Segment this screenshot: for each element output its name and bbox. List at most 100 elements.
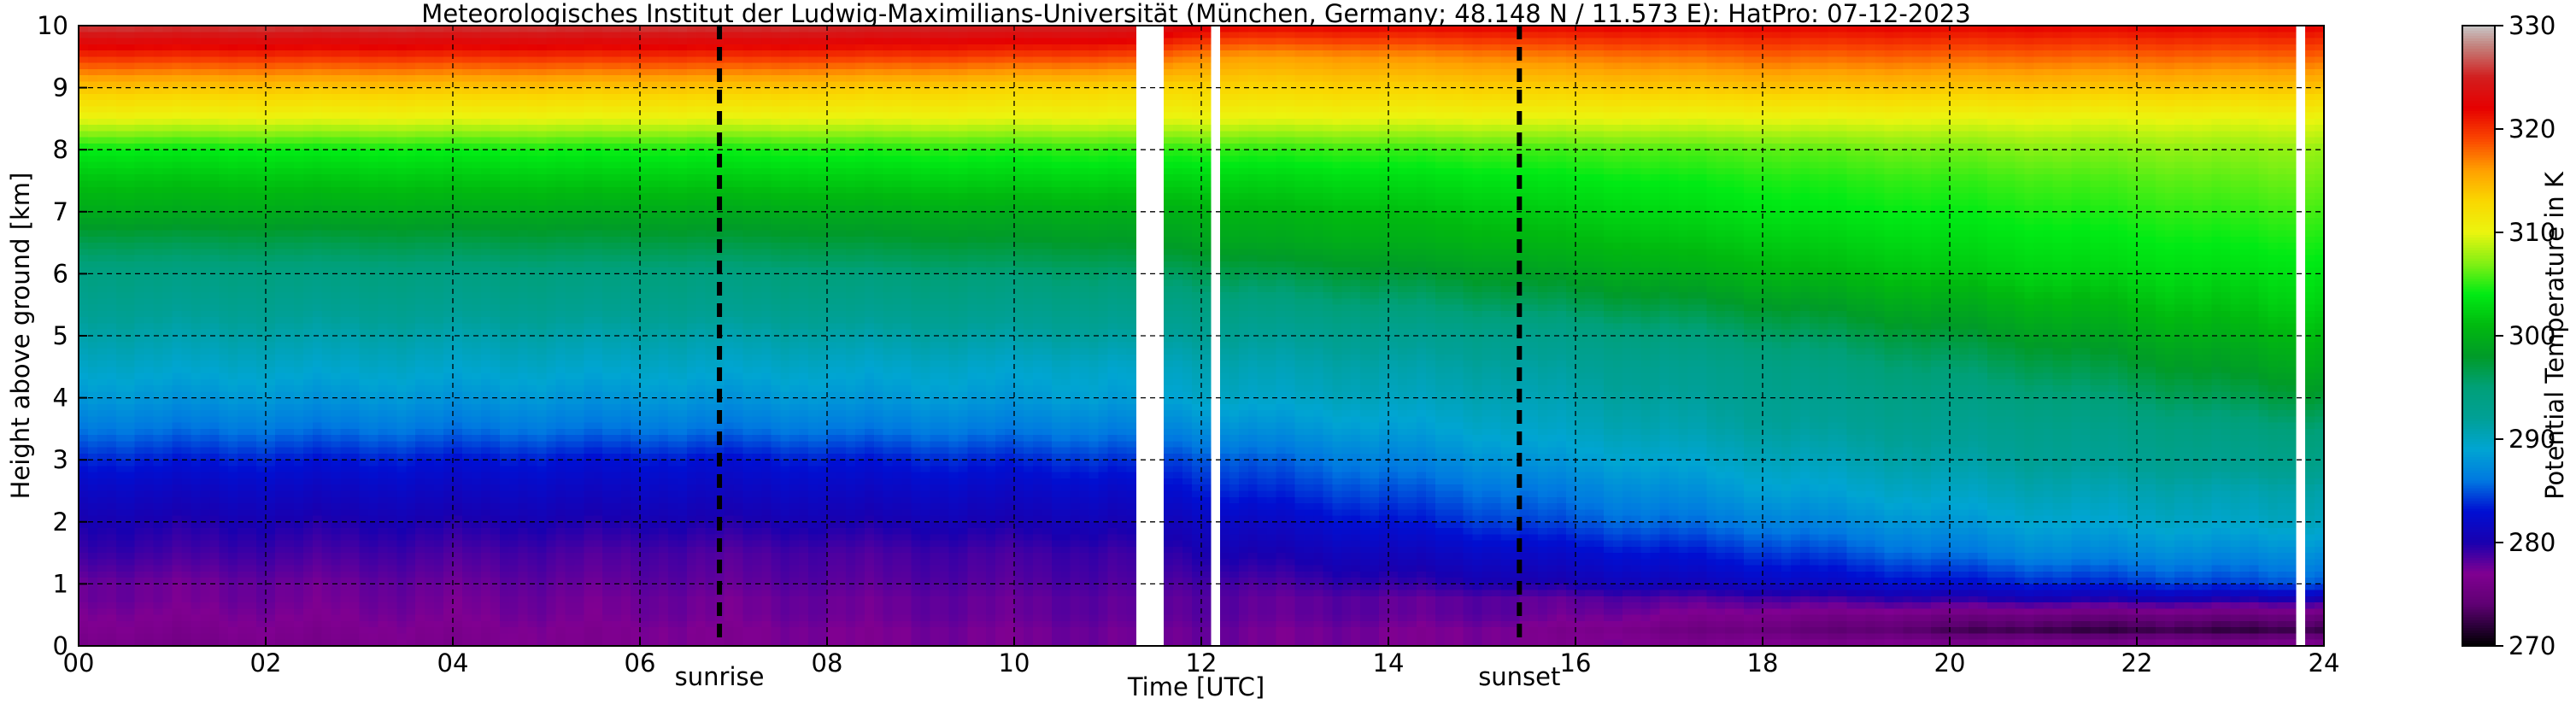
heatmap-cell	[293, 323, 304, 331]
heatmap-cell	[284, 633, 295, 641]
heatmap-cell	[153, 639, 164, 646]
heatmap-cell	[219, 472, 229, 479]
heatmap-cell	[97, 540, 108, 548]
heatmap-cell	[87, 391, 98, 398]
heatmap-cell	[537, 620, 548, 628]
heatmap-cell	[461, 68, 472, 76]
heatmap-cell	[378, 298, 388, 306]
heatmap-cell	[134, 186, 145, 194]
heatmap-cell	[378, 167, 388, 175]
heatmap-cell	[349, 255, 361, 262]
heatmap-cell	[293, 155, 304, 163]
heatmap-cell	[312, 317, 323, 324]
heatmap-cell	[247, 317, 257, 324]
heatmap-cell	[181, 503, 191, 510]
heatmap-cell	[461, 478, 472, 485]
heatmap-cell	[425, 410, 435, 417]
heatmap-cell	[293, 515, 304, 523]
heatmap-cell	[349, 521, 361, 529]
heatmap-cell	[162, 336, 173, 343]
heatmap-cell	[396, 50, 407, 57]
heatmap-cell	[527, 218, 538, 225]
heatmap-cell	[97, 26, 108, 32]
heatmap-cell	[508, 416, 519, 424]
heatmap-cell	[471, 211, 482, 219]
heatmap-cell	[115, 93, 126, 101]
heatmap-cell	[368, 243, 378, 249]
heatmap-cell	[209, 167, 220, 175]
heatmap-cell	[434, 93, 444, 101]
heatmap-cell	[87, 100, 98, 107]
heatmap-cell	[453, 224, 463, 231]
heatmap-cell	[284, 26, 295, 32]
heatmap-cell	[396, 38, 407, 45]
heatmap-cell	[87, 304, 98, 312]
heatmap-cell	[368, 620, 378, 628]
heatmap-cell	[461, 273, 472, 281]
heatmap-cell	[537, 236, 548, 243]
heatmap-cell	[349, 565, 361, 572]
heatmap-cell	[471, 224, 482, 231]
heatmap-cell	[378, 410, 388, 417]
heatmap-cell	[349, 224, 361, 231]
heatmap-cell	[490, 161, 501, 169]
heatmap-cell	[172, 50, 182, 57]
heatmap-cell	[425, 199, 435, 206]
heatmap-cell	[266, 310, 276, 318]
heatmap-cell	[378, 422, 388, 430]
heatmap-cell	[368, 565, 378, 572]
heatmap-cell	[378, 155, 388, 163]
heatmap-cell	[247, 56, 257, 63]
heatmap-cell	[274, 515, 285, 523]
heatmap-cell	[518, 87, 529, 95]
heatmap-cell	[181, 317, 191, 324]
heatmap-cell	[490, 336, 501, 343]
heatmap-cell	[115, 261, 126, 268]
heatmap-cell	[378, 93, 388, 101]
heatmap-cell	[396, 578, 407, 584]
heatmap-cell	[349, 38, 361, 45]
heatmap-cell	[434, 509, 444, 516]
heatmap-cell	[415, 614, 425, 622]
heatmap-cell	[106, 193, 117, 200]
heatmap-cell	[453, 534, 463, 541]
heatmap-cell	[537, 584, 548, 591]
heatmap-cell	[79, 87, 89, 95]
heatmap-cell	[331, 62, 342, 70]
heatmap-cell	[331, 68, 342, 76]
heatmap-cell	[471, 180, 482, 188]
heatmap-cell	[228, 428, 238, 436]
heatmap-cell	[537, 38, 548, 45]
heatmap-cell	[228, 150, 238, 156]
heatmap-cell	[256, 180, 267, 188]
heatmap-cell	[453, 106, 463, 114]
heatmap-cell	[209, 565, 220, 572]
heatmap-cell	[378, 602, 388, 609]
heatmap-cell	[415, 503, 425, 510]
heatmap-cell	[359, 44, 369, 51]
heatmap-cell	[312, 460, 323, 466]
heatmap-cell	[266, 336, 276, 343]
heatmap-cell	[396, 385, 407, 392]
heatmap-cell	[162, 361, 173, 367]
heatmap-cell	[480, 44, 491, 51]
heatmap-cell	[181, 75, 191, 82]
heatmap-cell	[443, 373, 454, 380]
heatmap-cell	[480, 211, 491, 219]
heatmap-cell	[134, 243, 145, 249]
heatmap-cell	[349, 578, 361, 584]
heatmap-cell	[480, 193, 491, 200]
heatmap-cell	[312, 199, 323, 206]
heatmap-cell	[425, 143, 435, 150]
heatmap-cell	[321, 608, 332, 616]
heatmap-cell	[144, 466, 155, 473]
heatmap-cell	[312, 267, 323, 274]
heatmap-cell	[453, 614, 463, 622]
heatmap-cell	[461, 150, 472, 156]
heatmap-cell	[480, 478, 491, 485]
heatmap-cell	[434, 125, 444, 132]
heatmap-cell	[209, 26, 220, 32]
heatmap-cell	[302, 32, 314, 38]
heatmap-cell	[238, 578, 248, 584]
heatmap-cell	[106, 81, 117, 88]
